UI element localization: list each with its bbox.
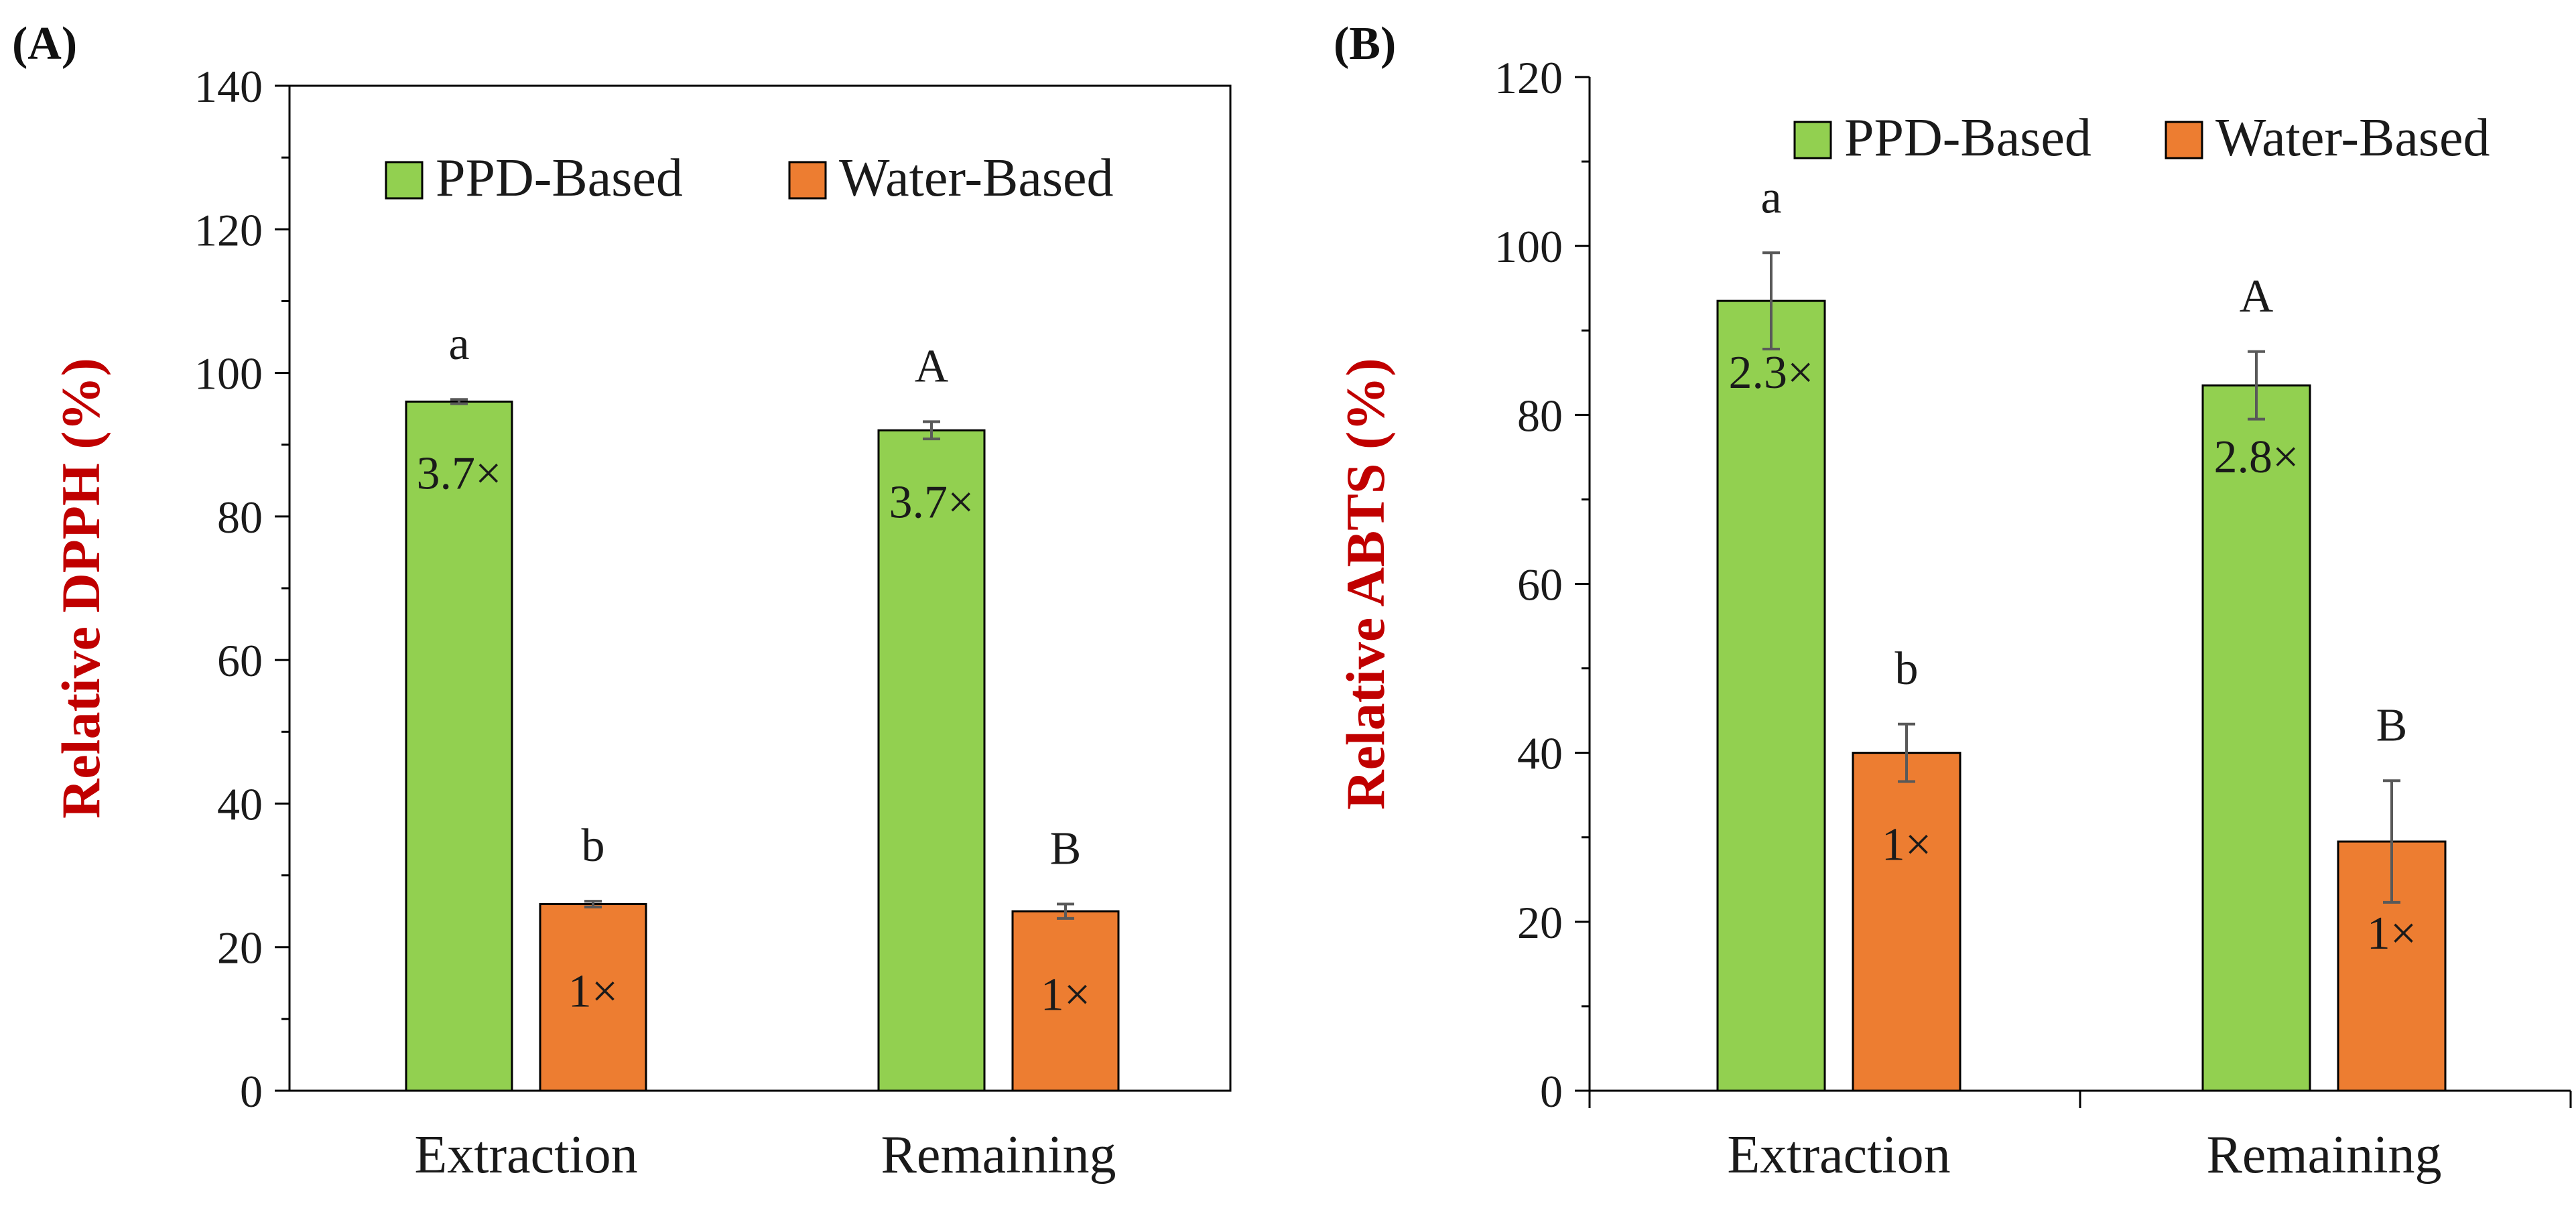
- bar-value-label: 2.3×: [1729, 347, 1814, 399]
- y-tick-label: 40: [1517, 728, 1563, 779]
- significance-label: b: [582, 820, 605, 872]
- bar-value-label: 3.7×: [889, 476, 974, 528]
- y-tick-label: 100: [194, 348, 263, 399]
- y-tick-label: 20: [1517, 897, 1563, 948]
- panel-b: (B) 0 20 40 60 80 100 120 Relative ABTS (%) 2.3× a…: [1334, 18, 2572, 1185]
- y-tick-label: 20: [217, 923, 263, 973]
- x-category-label: Extraction: [414, 1126, 637, 1185]
- y-tick-label: 0: [1540, 1066, 1563, 1117]
- bar-value-label: 2.8×: [2214, 431, 2299, 483]
- legend-label: Water-Based: [2215, 109, 2490, 167]
- panel-label: (B): [1334, 18, 1396, 70]
- y-tick-label: 60: [217, 635, 263, 686]
- significance-label: a: [1760, 172, 1781, 223]
- y-tick-label: 80: [1517, 390, 1563, 441]
- significance-label: a: [448, 318, 469, 370]
- significance-label: A: [2240, 271, 2274, 322]
- y-tick-label: 140: [194, 61, 263, 112]
- bar-value-label: 1×: [2367, 908, 2417, 959]
- legend-swatch: [2165, 121, 2203, 159]
- legend-label: Water-Based: [839, 149, 1114, 208]
- significance-label: b: [1895, 643, 1919, 695]
- x-category-label: Extraction: [1727, 1126, 1950, 1185]
- y-tick-label: 100: [1494, 221, 1563, 272]
- y-tick-label: 80: [217, 492, 263, 543]
- legend-label: PPD-Based: [436, 149, 683, 208]
- bar-water: [539, 902, 647, 1092]
- y-tick-label: 120: [194, 204, 263, 255]
- significance-label: A: [915, 340, 949, 392]
- bar-ppd: [405, 400, 513, 1092]
- y-tick-label: 60: [1517, 559, 1563, 610]
- bar-ppd: [877, 429, 986, 1092]
- bar-value-label: 1×: [1882, 819, 1931, 871]
- legend-swatch: [788, 161, 827, 200]
- panel-label: (A): [12, 18, 77, 70]
- significance-label: B: [1050, 823, 1082, 874]
- y-tick-label: 120: [1494, 52, 1563, 103]
- bar-ppd: [1716, 299, 1826, 1092]
- bar-value-label: 1×: [568, 966, 618, 1018]
- legend-swatch: [385, 161, 424, 200]
- y-tick-label: 40: [217, 779, 263, 829]
- significance-label: B: [2376, 699, 2408, 751]
- bar-value-label: 3.7×: [417, 448, 502, 499]
- bar-water: [1852, 752, 1961, 1092]
- legend-label: PPD-Based: [1844, 109, 2091, 167]
- legend-swatch: [1793, 121, 1832, 159]
- bar-value-label: 1×: [1041, 969, 1090, 1020]
- y-axis-title: Relative DPPH (%): [50, 358, 111, 819]
- panel-a: (A) 0 20 40 60 80 100 120 140 Relative DPPH (%) 3.…: [12, 18, 1232, 1185]
- x-category-label: Remaining: [881, 1126, 1116, 1185]
- bar-ppd: [2201, 384, 2311, 1092]
- y-axis-title: Relative ABTS (%): [1335, 358, 1396, 809]
- y-tick-label: 0: [240, 1066, 263, 1117]
- x-category-label: Remaining: [2206, 1126, 2441, 1185]
